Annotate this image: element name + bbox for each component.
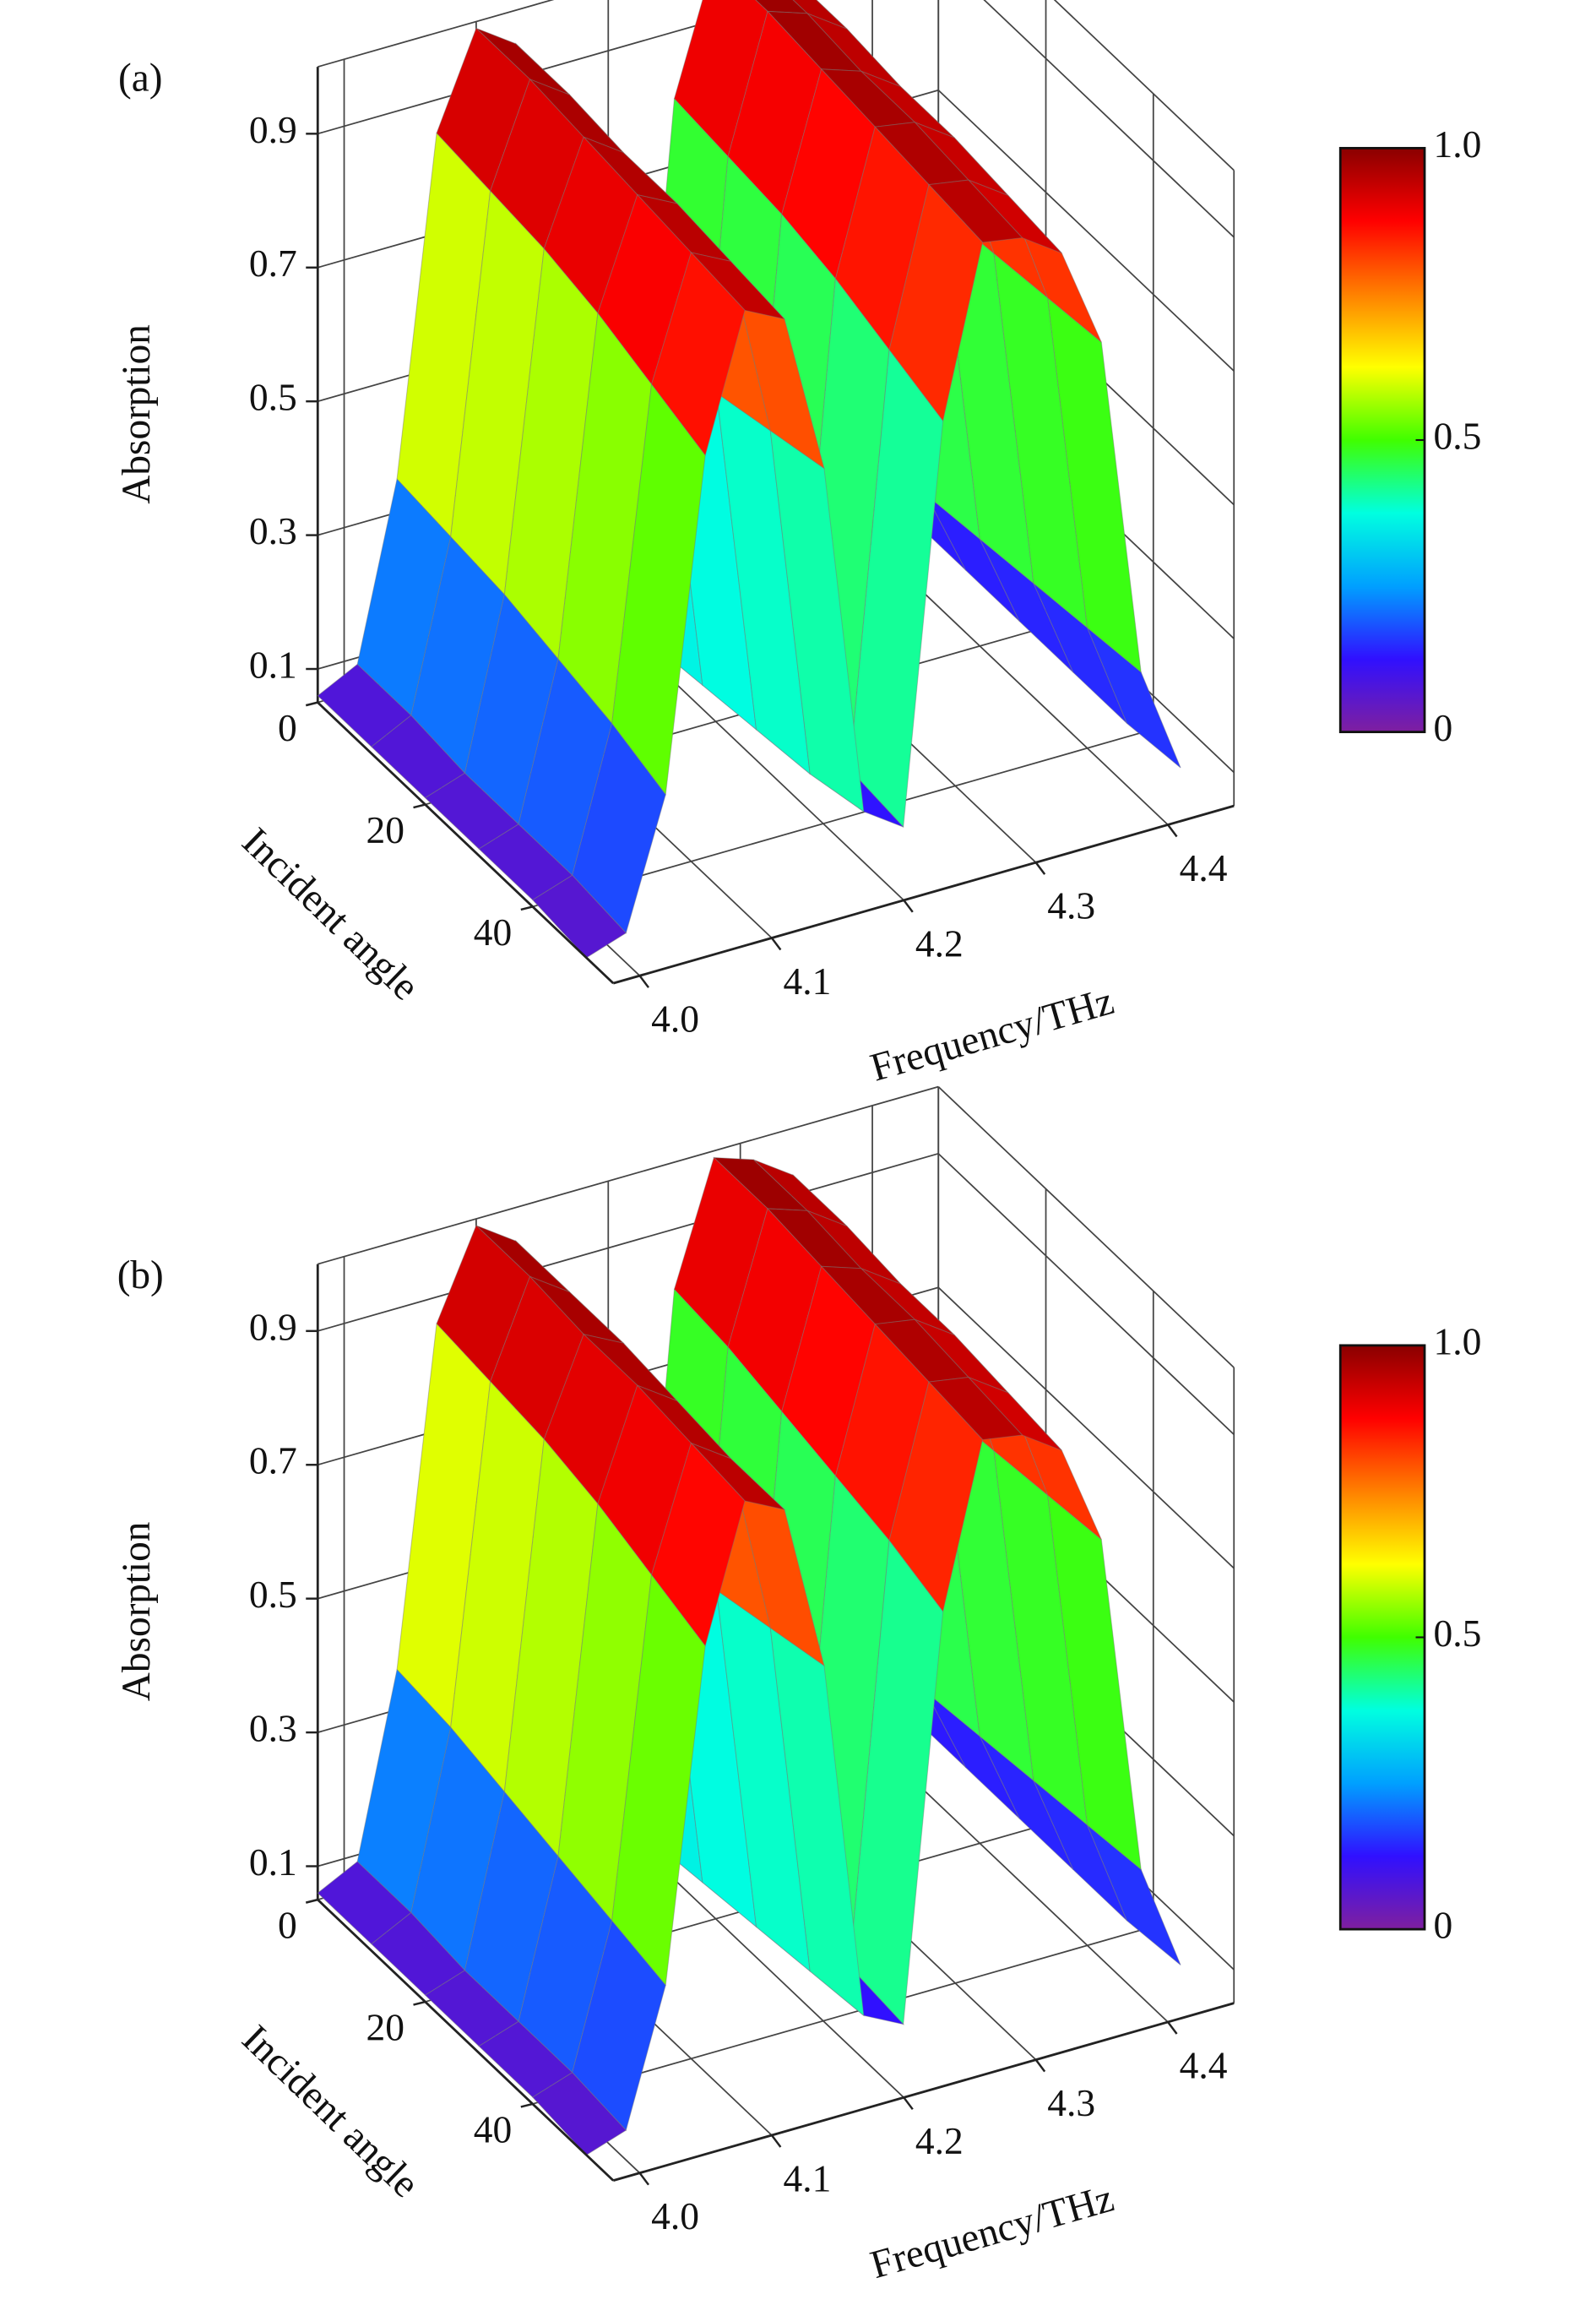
x-tick-label: 4.0: [651, 2194, 699, 2237]
x-tick-label: 4.1: [783, 960, 831, 1003]
colorbar-tick-label: 1.0: [1434, 122, 1482, 166]
tick-mark: [520, 905, 534, 911]
x-tick-label: 4.1: [783, 2156, 831, 2199]
tick-mark: [1167, 2021, 1178, 2035]
colorbar: [1338, 146, 1426, 734]
panel-label: (a): [118, 56, 162, 100]
y-tick-label: 20: [366, 2005, 405, 2048]
z-tick-label: 0.7: [249, 1439, 297, 1482]
tick-mark: [638, 975, 650, 988]
x-tick-label: 4.2: [915, 921, 964, 965]
colorbar: [1338, 1344, 1426, 1931]
tick-mark: [903, 2096, 914, 2111]
z-tick-label: 0.9: [249, 1305, 297, 1348]
x-tick-label: 4.3: [1047, 884, 1095, 927]
colorbar-tick-label: 0: [1434, 1904, 1453, 1947]
tick-mark: [1034, 862, 1046, 875]
surface-patch: [531, 2072, 627, 2156]
tick-mark: [305, 1898, 318, 1904]
z-tick-label: 0.3: [249, 509, 297, 552]
x-tick-label: 4.0: [651, 998, 699, 1041]
z-axis-label: Absorption: [115, 324, 159, 504]
axis-box: [318, 0, 555, 68]
surface-patch: [611, 1574, 706, 1987]
surface-patch: [888, 183, 984, 422]
tick-mark: [770, 937, 782, 951]
axis-line: [612, 804, 1235, 985]
axis-line: [612, 2002, 1235, 2182]
z-tick-label: 0.5: [249, 376, 297, 419]
axis-line: [317, 1899, 615, 2182]
tick-mark: [1167, 824, 1178, 838]
surface-patch: [650, 1442, 746, 1647]
tick-mark: [305, 701, 318, 707]
x-axis-label: Frequency/THz: [866, 2177, 1118, 2288]
y-tick-label: 20: [366, 808, 405, 851]
surface-patch: [888, 1381, 984, 1613]
tick-mark: [770, 2134, 782, 2148]
x-tick-label: 4.4: [1180, 2043, 1228, 2086]
surface-patch: [1047, 296, 1142, 673]
colorbar-tick-label: 0.5: [1434, 1612, 1482, 1655]
z-axis-label: Absorption: [115, 1522, 159, 1702]
grid-line: [937, 1153, 1235, 1435]
colorbar-tick-label: 1.0: [1434, 1319, 1482, 1362]
z-tick-label: 0.3: [249, 1707, 297, 1750]
panel-label: (b): [117, 1253, 164, 1297]
z-tick-label: 0.9: [249, 108, 297, 151]
z-tick-label: 0.1: [249, 1840, 297, 1884]
panel: 0.1 0.3 0.5 0.7 0.9 4.0 4.1 4.2 4.3 4.4 0 20 40 (a) Ab…: [115, 0, 1481, 1090]
tick-mark: [413, 803, 426, 809]
z-tick-label: 0.5: [249, 1573, 297, 1616]
colorbar-tick-label: 0: [1434, 706, 1453, 749]
panel: 0.1 0.3 0.5 0.7 0.9 4.0 4.1 4.2 4.3 4.4 0 20 40 (b) Ab…: [115, 1085, 1482, 2288]
grid-line: [318, 0, 789, 135]
surface-patch: [650, 251, 746, 457]
y-tick-label: 40: [474, 911, 513, 954]
surface-patch: [1047, 1493, 1142, 1871]
axis-line: [317, 701, 615, 985]
grid-line: [937, 90, 1235, 372]
tick-mark: [1034, 2058, 1046, 2073]
x-tick-label: 4.2: [915, 2119, 964, 2162]
grid-line: [937, 1286, 1235, 1569]
colorbar-tick-label: 0.5: [1434, 414, 1482, 457]
axis-box: [1053, 0, 1235, 171]
x-axis-label: Frequency/THz: [866, 979, 1118, 1090]
tick-mark: [903, 900, 914, 913]
x-tick-label: 4.4: [1180, 846, 1228, 889]
x-tick-label: 4.3: [1047, 2081, 1095, 2124]
tick-mark: [638, 2172, 650, 2186]
y-tick-label: 0: [278, 706, 297, 749]
y-tick-label: 40: [474, 2107, 513, 2150]
surface-patch: [531, 874, 627, 959]
y-tick-label: 0: [278, 1904, 297, 1947]
axis-box: [937, 1085, 1235, 1368]
tick-mark: [413, 2000, 426, 2006]
z-tick-label: 0.1: [249, 643, 297, 686]
z-tick-label: 0.7: [249, 242, 297, 285]
tick-mark: [520, 2102, 534, 2108]
grid-line: [318, 1152, 939, 1332]
grid-line: [983, 0, 1235, 238]
axis-box: [318, 1085, 939, 1265]
